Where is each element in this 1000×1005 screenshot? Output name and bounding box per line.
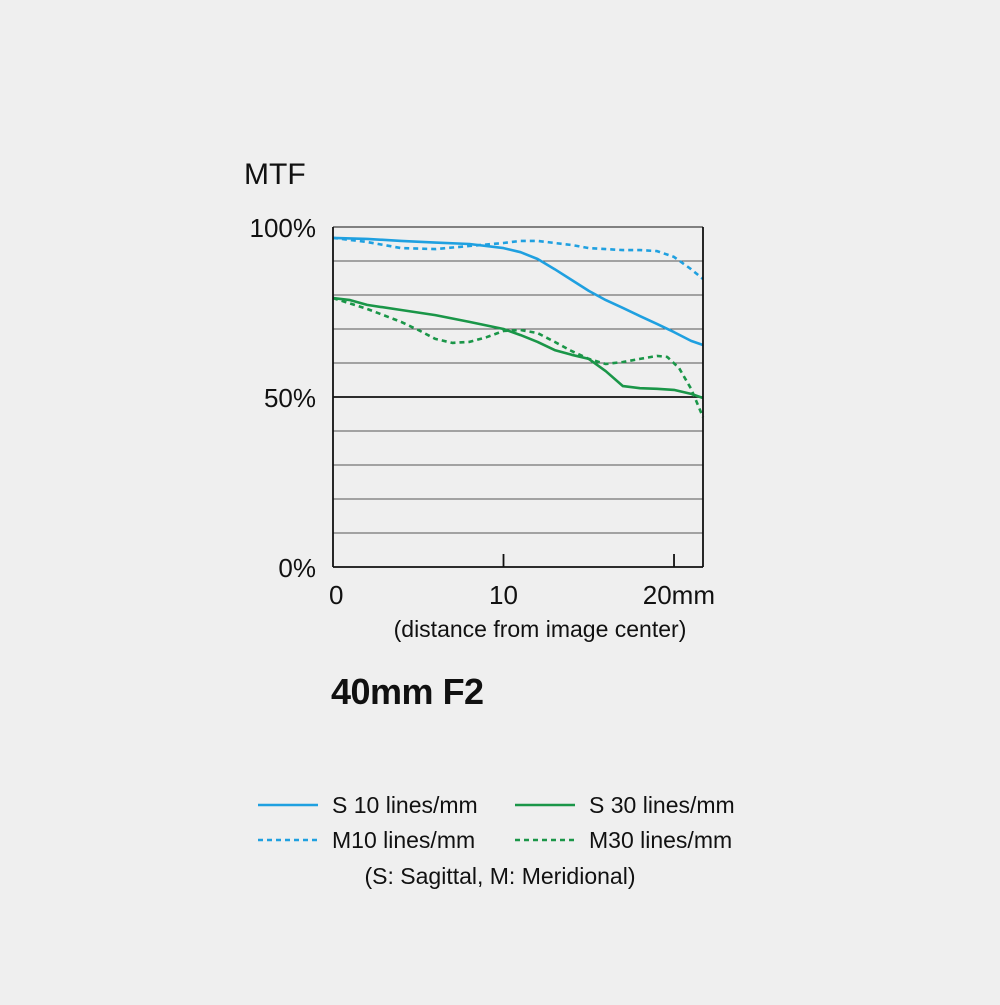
y-axis-label: MTF: [244, 158, 306, 191]
plot-frame: [332, 226, 704, 568]
y-tick-label: 0%: [278, 553, 316, 583]
legend-note: (S: Sagittal, M: Meridional): [365, 863, 636, 889]
legend: S 10 lines/mm M10 lines/mm S 30 lines/mm M3…: [258, 792, 735, 853]
y-tick-labels: 100% 50% 0%: [250, 213, 317, 583]
series-line-2: [332, 236, 704, 281]
legend-label-1: S 10 lines/mm: [332, 792, 478, 818]
x-tick-label: 0: [329, 580, 343, 610]
y-tick-label: 100%: [250, 213, 317, 243]
y-tick-label: 50%: [264, 383, 316, 413]
series-group: [332, 236, 705, 418]
x-tick-label: 10: [489, 580, 518, 610]
legend-label-3: S 30 lines/mm: [589, 792, 735, 818]
series-line-3: [332, 296, 704, 400]
x-axis-label: (distance from image center): [394, 616, 687, 642]
gridlines: [333, 226, 703, 534]
series-line-1: [332, 236, 704, 347]
x-tick-labels: 0 10 20mm: [329, 580, 715, 610]
legend-label-4: M30 lines/mm: [589, 827, 732, 853]
series-line-4: [332, 296, 705, 418]
legend-label-2: M10 lines/mm: [332, 827, 475, 853]
chart-title: 40mm F2: [331, 671, 484, 712]
x-tick-label: 20mm: [643, 580, 715, 610]
